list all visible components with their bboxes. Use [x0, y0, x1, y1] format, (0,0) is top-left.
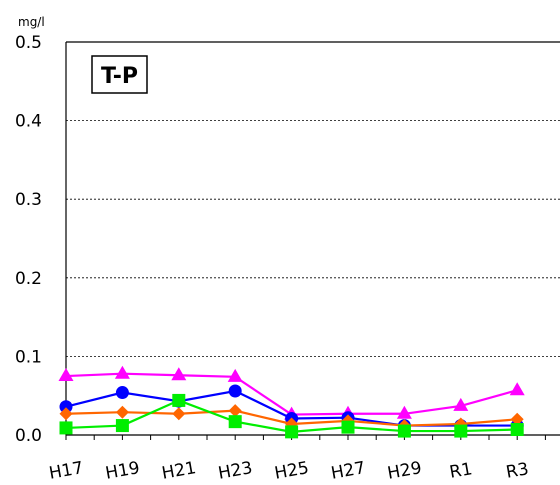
- data-point-diamond: [115, 405, 129, 419]
- data-point-square: [397, 424, 411, 438]
- x-tick-label: H25: [273, 458, 310, 484]
- data-point-square: [510, 422, 524, 436]
- y-tick-label: 0.3: [15, 190, 42, 210]
- data-point-circle: [228, 384, 242, 398]
- data-point-triangle: [58, 368, 74, 382]
- data-point-square: [228, 415, 242, 429]
- x-tick-label: H21: [160, 458, 197, 484]
- axes: [65, 41, 560, 440]
- x-tick-label: R1: [448, 459, 474, 483]
- y-tick-label: 0.0: [15, 426, 42, 446]
- x-tick-label: H29: [386, 458, 423, 484]
- data-point-triangle: [509, 382, 525, 396]
- data-point-diamond: [510, 412, 524, 426]
- y-tick-label: 0.5: [15, 33, 42, 53]
- y-tick-label: 0.4: [15, 112, 42, 132]
- y-axis-unit: mg/l: [18, 15, 45, 29]
- x-tick-label: H19: [104, 458, 141, 484]
- data-point-square: [285, 425, 299, 439]
- data-point-diamond: [59, 407, 73, 421]
- data-point-square: [59, 421, 73, 435]
- data-point-square: [115, 419, 129, 433]
- data-point-triangle: [396, 405, 412, 419]
- data-point-diamond: [172, 407, 186, 421]
- x-tick-label: H23: [217, 458, 254, 484]
- x-tick-labels: H17 H19 H21 H23 H25 H27 H29 R1 R3: [47, 458, 530, 484]
- y-tick-labels: 0.0 0.1 0.2 0.3 0.4 0.5: [15, 33, 42, 446]
- x-tick-label: H17: [47, 458, 84, 484]
- chart-title: T-P: [101, 64, 138, 89]
- y-tick-label: 0.1: [15, 347, 42, 367]
- data-point-square: [454, 424, 468, 438]
- data-point-triangle: [227, 368, 243, 382]
- x-tick-label: H27: [329, 458, 366, 484]
- data-point-square: [341, 420, 355, 434]
- data-point-triangle: [114, 365, 130, 379]
- data-point-triangle: [453, 397, 469, 411]
- chart-title-badge: T-P: [91, 55, 148, 94]
- data-point-square: [172, 393, 186, 407]
- gridlines: [66, 120, 560, 357]
- data-point-circle: [59, 400, 73, 414]
- data-point-triangle: [171, 367, 187, 381]
- series-layer: [58, 365, 525, 439]
- data-point-diamond: [228, 404, 242, 418]
- x-tick-label: R3: [504, 459, 530, 483]
- y-tick-label: 0.2: [15, 269, 42, 289]
- data-point-circle: [115, 386, 129, 400]
